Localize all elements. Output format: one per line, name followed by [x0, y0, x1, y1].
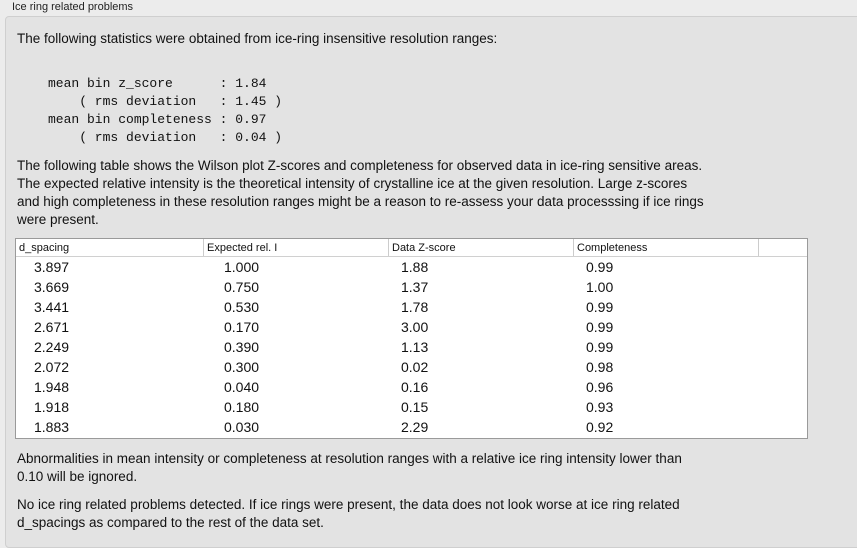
table-cell: 0.92 [586, 419, 614, 435]
table-row[interactable]: 2.249 0.390 1.13 0.99 [16, 337, 807, 357]
table-cell: 0.300 [224, 359, 260, 375]
description-line: The following table shows the Wilson plo… [17, 158, 703, 173]
table-cell: 0.15 [401, 399, 429, 415]
ice-ring-table[interactable]: d_spacing Expected rel. I Data Z-score C… [15, 238, 808, 439]
description-line: The expected relative intensity is the t… [17, 176, 688, 191]
stat-line: ( rms deviation : 1.45 ) [48, 94, 283, 109]
table-row[interactable]: 1.918 0.180 0.15 0.93 [16, 397, 807, 417]
intro-text: The following statistics were obtained f… [17, 31, 498, 46]
conclusion-text: No ice ring related problems detected. I… [17, 496, 680, 532]
note-text: Abnormalities in mean intensity or compl… [17, 450, 682, 486]
table-cell: 1.88 [401, 259, 429, 275]
stat-line: mean bin completeness : 0.97 [48, 112, 267, 127]
column-header-completeness[interactable]: Completeness [574, 239, 759, 256]
table-cell: 2.249 [34, 339, 70, 355]
table-cell: 0.390 [224, 339, 260, 355]
group-title: Ice ring related problems [12, 1, 134, 13]
table-cell: 1.78 [401, 299, 429, 315]
stat-line: mean bin z_score : 1.84 [48, 76, 267, 91]
table-cell: 0.040 [224, 379, 260, 395]
table-header: d_spacing Expected rel. I Data Z-score C… [16, 239, 807, 257]
table-cell: 1.37 [401, 279, 429, 295]
table-cell: 2.29 [401, 419, 429, 435]
table-cell: 0.99 [586, 339, 614, 355]
stats-block: mean bin z_score : 1.84 ( rms deviation … [48, 57, 282, 165]
stat-line: ( rms deviation : 0.04 ) [48, 130, 283, 145]
column-header-expected-rel-i[interactable]: Expected rel. I [204, 239, 389, 256]
table-cell: 0.16 [401, 379, 429, 395]
table-cell: 3.441 [34, 299, 70, 315]
column-header-d-spacing[interactable]: d_spacing [16, 239, 204, 256]
table-cell: 0.98 [586, 359, 614, 375]
table-cell: 0.93 [586, 399, 614, 415]
table-cell: 1.00 [586, 279, 614, 295]
table-row[interactable]: 1.948 0.040 0.16 0.96 [16, 377, 807, 397]
table-cell: 3.00 [401, 319, 429, 335]
table-row[interactable]: 3.669 0.750 1.37 1.00 [16, 277, 807, 297]
table-row[interactable]: 1.883 0.030 2.29 0.92 [16, 417, 807, 437]
note-line: 0.10 will be ignored. [17, 469, 138, 484]
table-cell: 0.96 [586, 379, 614, 395]
table-body: 3.897 1.000 1.88 0.99 3.669 0.750 1.37 1.00 3.44… [16, 257, 807, 437]
table-cell: 0.750 [224, 279, 260, 295]
table-cell: 3.897 [34, 259, 70, 275]
table-cell: 3.669 [34, 279, 70, 295]
table-cell: 0.02 [401, 359, 429, 375]
table-cell: 1.883 [34, 419, 70, 435]
conclusion-line: No ice ring related problems detected. I… [17, 497, 680, 512]
table-cell: 2.072 [34, 359, 70, 375]
table-row[interactable]: 3.441 0.530 1.78 0.99 [16, 297, 807, 317]
table-cell: 1.13 [401, 339, 429, 355]
table-cell: 1.918 [34, 399, 70, 415]
column-header-data-z-score[interactable]: Data Z-score [389, 239, 574, 256]
table-row[interactable]: 3.897 1.000 1.88 0.99 [16, 257, 807, 277]
description-text: The following table shows the Wilson plo… [17, 157, 704, 229]
table-cell: 1.000 [224, 259, 260, 275]
table-cell: 0.530 [224, 299, 260, 315]
description-line: and high completeness in these resolutio… [17, 194, 704, 209]
table-row[interactable]: 2.671 0.170 3.00 0.99 [16, 317, 807, 337]
table-cell: 0.99 [586, 299, 614, 315]
table-cell: 0.170 [224, 319, 260, 335]
note-line: Abnormalities in mean intensity or compl… [17, 451, 682, 466]
conclusion-line: d_spacings as compared to the rest of th… [17, 515, 324, 530]
table-cell: 1.948 [34, 379, 70, 395]
table-cell: 2.671 [34, 319, 70, 335]
table-cell: 0.180 [224, 399, 260, 415]
table-cell: 0.030 [224, 419, 260, 435]
table-cell: 0.99 [586, 259, 614, 275]
description-line: were present. [17, 212, 99, 227]
table-cell: 0.99 [586, 319, 614, 335]
table-row[interactable]: 2.072 0.300 0.02 0.98 [16, 357, 807, 377]
